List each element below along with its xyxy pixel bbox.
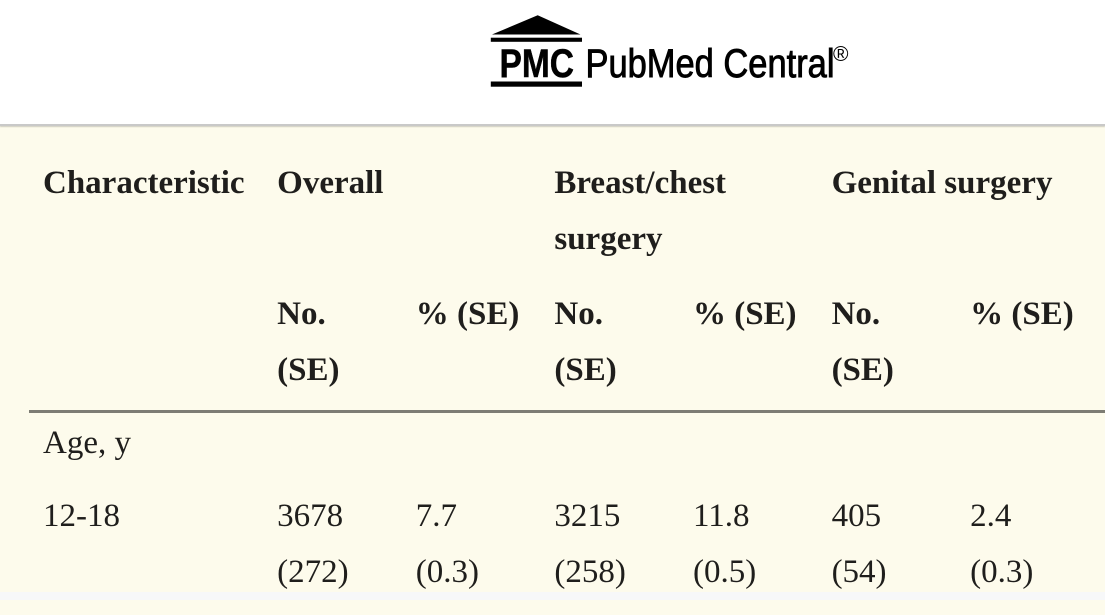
svg-text:PubMed Central: PubMed Central — [586, 42, 835, 86]
svg-text:PMC: PMC — [500, 42, 575, 86]
svg-text:®: ® — [833, 43, 849, 66]
